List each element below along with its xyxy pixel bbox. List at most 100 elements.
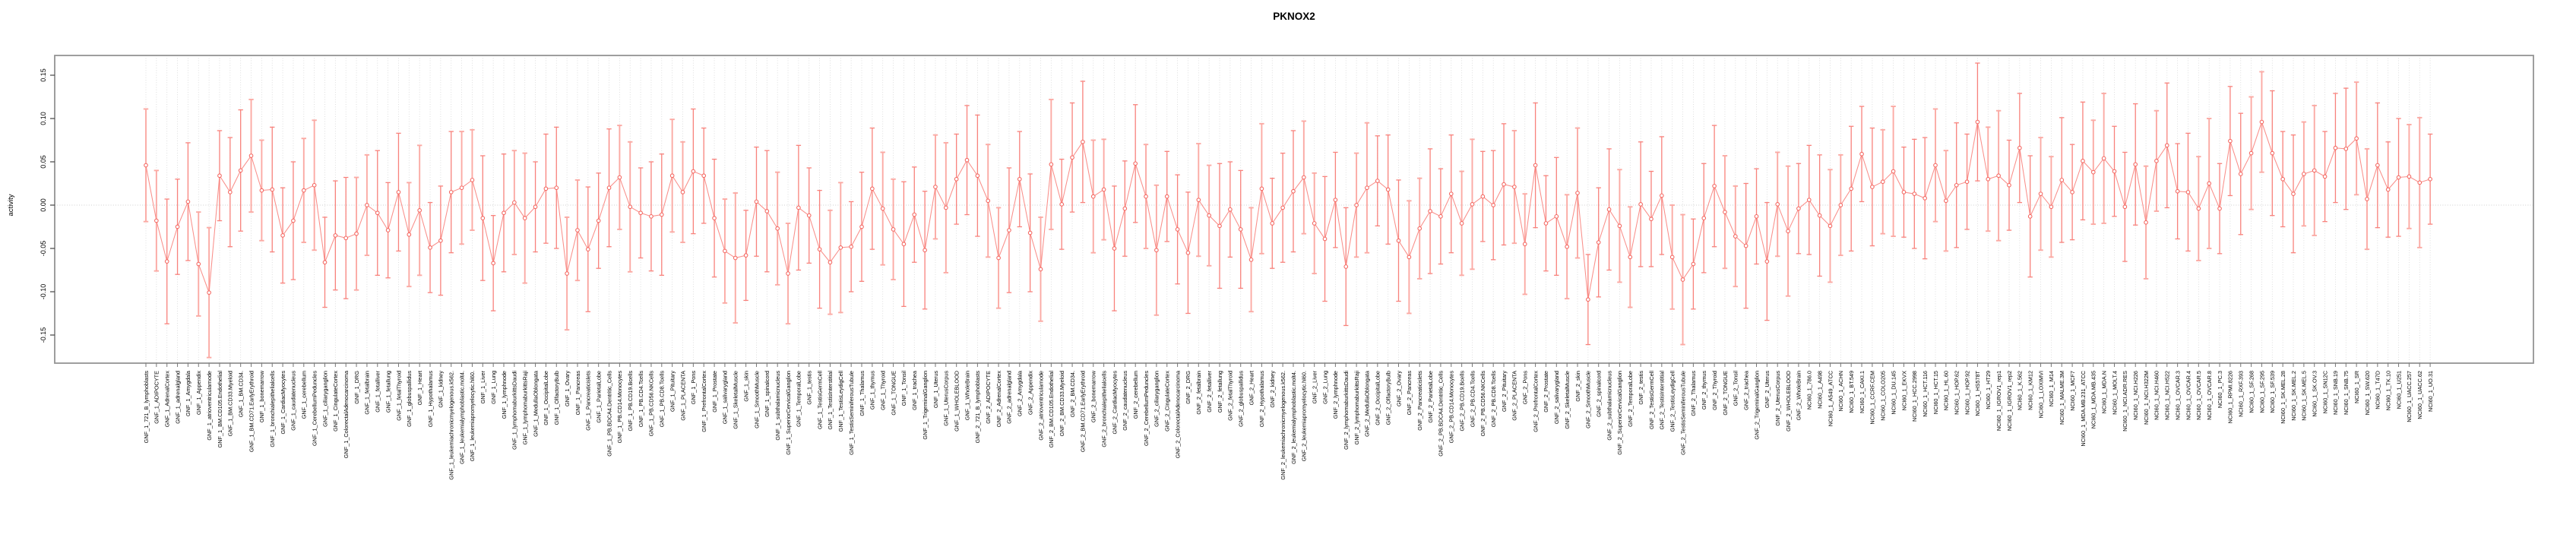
category-tick-label: GNF_2_lymphomaburkittsDaudi	[1343, 371, 1350, 450]
data-point	[2081, 159, 2085, 163]
category-tick-label: GNF_2_CingulateCortex	[1164, 371, 1171, 432]
data-point	[1617, 223, 1622, 229]
data-point	[2144, 220, 2148, 225]
category-tick-label: GNF_1_lymphomaburkittsRaji	[522, 371, 529, 445]
data-point	[1228, 207, 1233, 212]
category-tick-label: GNF_1_SkeletalMuscle	[733, 371, 739, 429]
category-tick-label: GNF_2_Heart	[1248, 371, 1255, 405]
data-point	[396, 190, 401, 194]
category-tick-label: GNF_2_PB.CD8.Tcells	[1490, 371, 1497, 428]
category-tick-label: GNF_2_thymus	[1701, 371, 1707, 409]
category-tick-label: GNF_1_WholeBrain	[964, 371, 970, 420]
data-point	[1459, 221, 1464, 226]
data-point	[1543, 221, 1549, 226]
data-point	[1354, 203, 1359, 207]
category-tick-label: GNF_1_skin	[742, 371, 749, 402]
data-point	[1502, 182, 1506, 187]
data-point	[1417, 226, 1422, 231]
category-tick-label: NCI60_1_SK.MEL.2	[2290, 371, 2297, 421]
category-tick-label: GNF_1_Tonsil	[900, 371, 907, 406]
category-tick-label: GNF_1_Liver	[479, 370, 486, 403]
data-point	[2375, 163, 2380, 168]
data-point	[586, 247, 590, 251]
category-tick-label: NCI60_1_OVCAR.5	[2195, 371, 2202, 420]
category-tick-label: GNF_1_PB.CD8.Tcells	[659, 371, 666, 428]
category-tick-label: NCI60_1_UO.31	[2427, 371, 2434, 412]
category-tick-label: GNF_2_salivarygland	[1553, 371, 1560, 424]
data-point	[1385, 187, 1391, 192]
data-point	[1933, 163, 1938, 168]
data-point	[2207, 181, 2212, 186]
category-tick-label: NCI60_1_SF.295	[2258, 371, 2265, 413]
data-point	[164, 259, 169, 264]
category-tick-label: NCI60_1_IGROV1_rep2	[2006, 371, 2013, 431]
data-point	[743, 253, 748, 258]
category-tick-label: NCI60_1_A498	[1816, 371, 1823, 409]
data-point	[786, 271, 790, 276]
category-tick-label: GNF_1_Pancreas	[574, 371, 581, 416]
data-point	[1396, 238, 1401, 243]
data-point	[817, 247, 822, 251]
data-point	[1491, 203, 1496, 207]
category-tick-label: GNF_2_TONGUE	[1722, 371, 1729, 416]
category-tick-label: GNF_2_TestisSeminiferousTubule	[1679, 371, 1686, 455]
data-point	[944, 205, 948, 210]
category-tick-label: GNF_1_fetalThyroid	[395, 371, 402, 421]
data-point	[1217, 223, 1222, 229]
category-tick-label: GNF_1_lymphomaburkittsDaudi	[511, 371, 518, 450]
data-point	[806, 213, 812, 218]
data-point	[1733, 234, 1738, 239]
category-tick-label: NCI60_1_786.0	[1806, 371, 1813, 409]
category-tick-label: GNF_2_PB.CD19.Bcells	[1458, 371, 1465, 432]
data-point	[2428, 176, 2432, 182]
data-point	[2185, 190, 2191, 194]
data-point	[365, 203, 369, 207]
category-tick-label: NCI60_1_NCI.H460	[2154, 371, 2160, 420]
category-tick-label: GNF_1_bronchialepithelialcells	[269, 371, 276, 447]
category-tick-label: GNF_2_leukemiachronicmyelogenous.k562.	[1280, 371, 1286, 480]
data-point	[343, 236, 349, 241]
category-tick-label: GNF_1_leukemiapromyelocytic.hl60.	[469, 371, 476, 461]
data-point	[280, 233, 285, 238]
data-point	[522, 216, 527, 220]
category-tick-label: GNF_2_Pons	[1522, 371, 1529, 405]
category-tick-label: GNF_1_MedullaOblongata	[532, 370, 539, 437]
data-point	[2101, 156, 2106, 161]
data-point	[2090, 169, 2096, 175]
data-point	[1480, 194, 1486, 199]
data-point	[880, 206, 885, 211]
category-tick-label: NCI60_1_PC.3	[2217, 371, 2223, 408]
category-tick-label: NCI60_1_SF.268	[2248, 371, 2255, 413]
data-point	[2291, 191, 2296, 197]
y-axis-label: activity	[7, 194, 15, 216]
data-point	[1638, 202, 1643, 207]
category-tick-label: GNF_2_CardiacMyocytes	[1111, 371, 1118, 435]
data-point	[2322, 174, 2328, 179]
category-tick-label: NCI60_1_HT29	[1985, 371, 1992, 409]
category-tick-label: GNF_1_spinalcord	[764, 371, 771, 417]
data-point	[733, 255, 738, 261]
category-tick-label: GNF_2_Ovary	[1395, 371, 1402, 406]
category-tick-label: GNF_1_DRG	[353, 371, 360, 404]
data-point	[2133, 162, 2138, 167]
category-tick-label: GNF_1_BM.CD34.	[237, 371, 244, 417]
category-tick-label: GNF_2_Prostate	[1543, 371, 1549, 413]
data-point	[701, 173, 707, 179]
data-point	[470, 178, 475, 182]
category-tick-label: GNF_1_Ovary	[564, 371, 571, 406]
data-point	[154, 218, 159, 223]
category-tick-label: GNF_2_Thalamus	[1690, 371, 1697, 416]
category-tick-label: GNF_2_Pancreas	[1406, 371, 1413, 416]
data-point	[543, 186, 549, 191]
y-tick-label: 0.05	[40, 155, 47, 169]
category-tick-label: NCI60_1_MALME.3M	[2059, 371, 2065, 425]
category-tick-label: NCI60_1_SK.MEL.5	[2301, 371, 2308, 421]
category-tick-label: GNF_2_SmoothMuscle	[1585, 371, 1592, 428]
data-point	[659, 212, 664, 217]
data-point	[1270, 221, 1275, 226]
category-tick-label: NCI60_1_CAKI.1	[1859, 371, 1866, 413]
category-tick-label: NCI60_1_U251	[2395, 371, 2402, 409]
data-point	[996, 255, 1001, 261]
data-point	[764, 209, 770, 213]
category-tick-label: GNF_1_leukemialymphoblastic.molt4.	[458, 371, 465, 464]
